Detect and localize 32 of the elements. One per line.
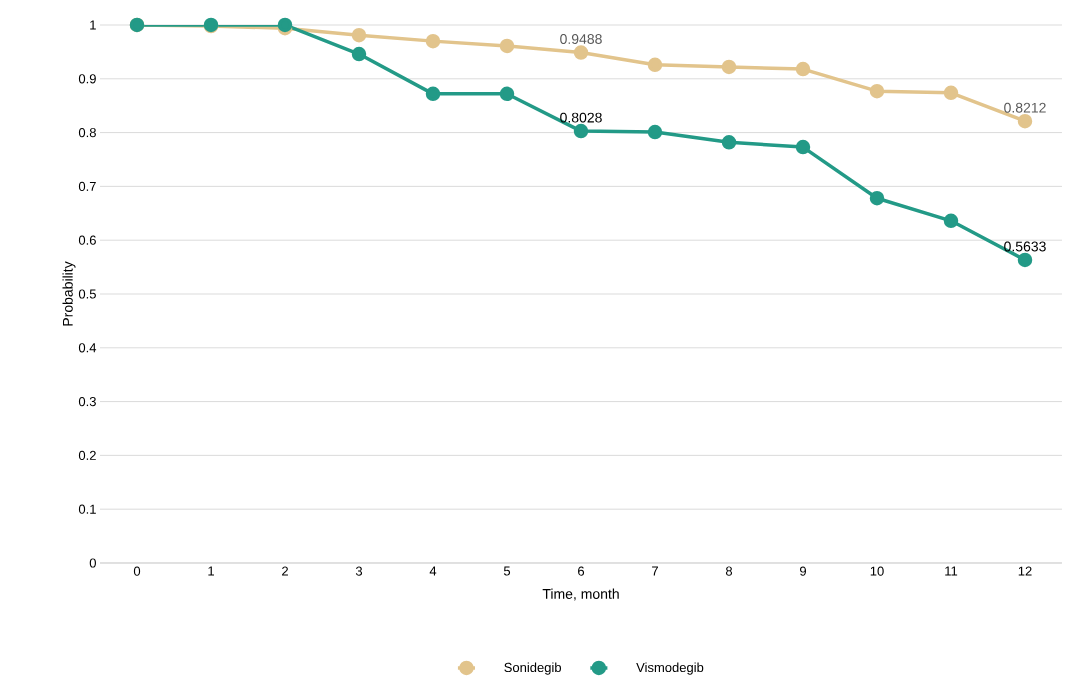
y-axis-title: Probability	[62, 261, 76, 326]
x-tick-label: 9	[800, 566, 807, 576]
x-tick-label: 1	[208, 566, 214, 576]
x-tick-label: 4	[429, 566, 437, 576]
data-label: 0.8028	[560, 112, 602, 123]
y-tick-label: 0.2	[78, 450, 96, 460]
x-tick-label: 5	[503, 566, 511, 576]
y-tick-label: 0.8	[78, 127, 96, 138]
y-tick-label: 0.5	[78, 289, 96, 299]
data-label: 0.5633	[1004, 241, 1046, 252]
legend-label: Vismodegib	[636, 662, 704, 675]
x-tick-label: 3	[355, 566, 363, 576]
y-tick-label: 0	[89, 558, 96, 568]
y-tick-label: 0.9	[78, 74, 96, 84]
y-tick-label: 0.4	[78, 343, 97, 353]
x-tick-label: 7	[652, 566, 658, 576]
x-tick-label: 6	[578, 566, 585, 576]
y-tick-label: 0.1	[78, 504, 96, 514]
y-tick-label: 1	[90, 20, 96, 30]
x-tick-label: 2	[282, 566, 288, 576]
legend-label: Sonidegib	[504, 662, 562, 675]
y-tick-label: 0.6	[78, 235, 96, 245]
y-tick-label: 0.3	[78, 396, 96, 407]
data-label: 0.9488	[560, 34, 602, 45]
data-label: 0.8212	[1004, 102, 1046, 113]
x-tick-label: 12	[1018, 566, 1032, 576]
y-tick-label: 0.7	[78, 181, 96, 191]
x-tick-label: 0	[133, 566, 141, 576]
x-tick-label: 8	[725, 566, 733, 576]
x-tick-label: 11	[945, 566, 958, 576]
x-axis-title: Time, month	[542, 588, 619, 601]
x-tick-label: 10	[870, 566, 884, 576]
